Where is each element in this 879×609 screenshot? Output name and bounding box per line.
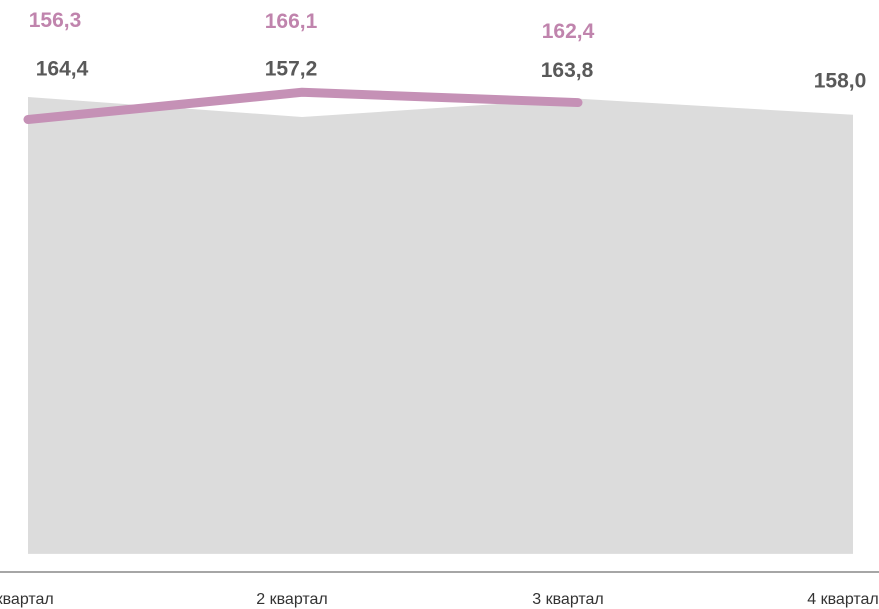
value-label: 163,8	[541, 59, 594, 82]
value-label: 166,1	[265, 10, 318, 33]
value-label: 158,0	[814, 69, 867, 92]
value-label: 164,4	[36, 58, 89, 81]
x-tick-label: 4 квартал	[807, 591, 879, 608]
value-label: 162,4	[542, 20, 595, 43]
value-label: 156,3	[29, 9, 82, 32]
line	[23, 87, 583, 125]
x-tick-label: 3 квартал	[532, 591, 604, 608]
area	[28, 97, 853, 554]
x-tick-label: 2 квартал	[256, 591, 328, 608]
value-label: 157,2	[265, 58, 318, 81]
x-tick-label: 1 квартал	[0, 591, 54, 608]
